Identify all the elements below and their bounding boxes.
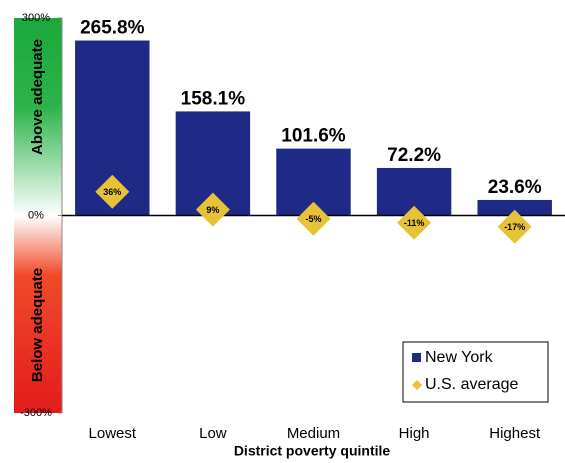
legend-swatch <box>412 380 422 390</box>
x-tick-label: Lowest <box>89 425 137 442</box>
value-label: 72.2% <box>387 145 441 166</box>
value-label: 9% <box>206 205 219 215</box>
x-tick-label: Low <box>199 425 227 442</box>
y-tick-label: 300% <box>22 12 50 24</box>
x-tick-label: Highest <box>489 425 541 442</box>
bar <box>477 199 552 216</box>
value-label: -17% <box>504 222 525 232</box>
diamond-marker <box>497 209 532 244</box>
below-band <box>14 216 62 413</box>
y-tick-label: -300% <box>20 407 52 419</box>
value-label: -11% <box>404 218 425 228</box>
legend-box <box>402 341 549 403</box>
value-label: 158.1% <box>181 88 246 109</box>
x-tick-label: High <box>399 425 430 442</box>
annotation: Above adequate <box>29 39 46 155</box>
value-label: 101.6% <box>281 126 346 147</box>
x-tick-label: Medium <box>287 425 340 442</box>
value-label: 23.6% <box>488 177 542 198</box>
legend-label: New York <box>425 349 494 366</box>
above-band <box>14 18 62 216</box>
diamond-marker <box>296 201 331 236</box>
diamond-marker <box>397 205 432 240</box>
value-label: -5% <box>305 214 321 224</box>
y-tick-label: 0% <box>28 209 44 221</box>
annotation: Below adequate <box>29 268 46 382</box>
value-label: 36% <box>103 187 121 197</box>
legend-label: U.S. average <box>425 376 518 393</box>
x-axis-label: District poverty quintile <box>234 443 391 459</box>
value-label: 265.8% <box>80 18 145 39</box>
diamond-marker <box>195 192 230 227</box>
diamond-marker <box>95 174 130 209</box>
legend-swatch <box>412 353 421 362</box>
